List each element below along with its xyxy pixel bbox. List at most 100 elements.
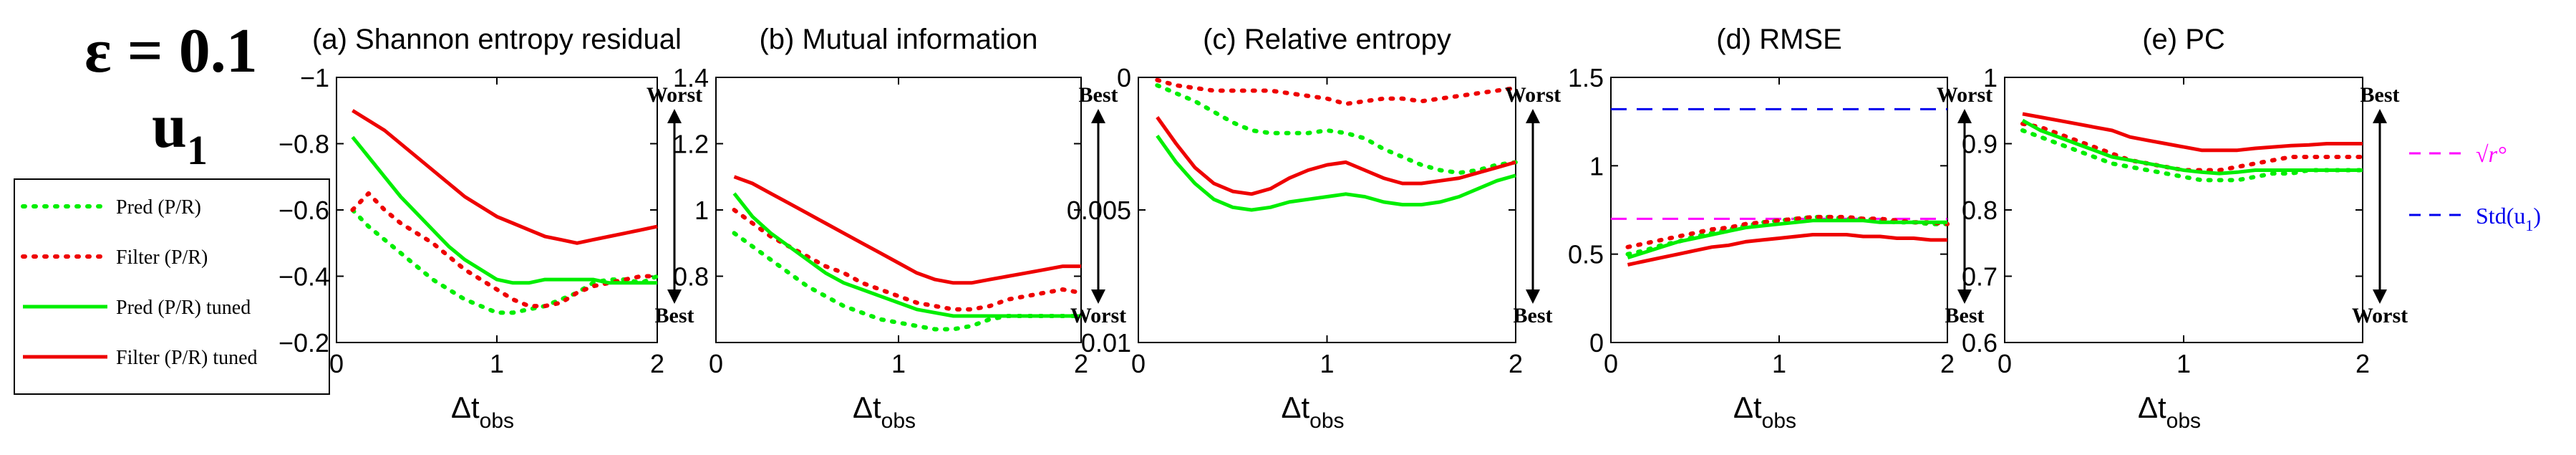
series-line-1 (2020, 121, 2365, 173)
axes-box (1610, 77, 1948, 343)
panel-3: (d) RMSE 0 1 2 0 0.5 1 1.5 Δtobs Worst Best (1568, 24, 1992, 433)
y-tick-label: 1.4 (673, 63, 709, 92)
x-axis-label: Δtobs (853, 391, 916, 433)
series-line-3 (352, 109, 658, 245)
y-tick-label: 1 (1589, 151, 1604, 181)
x-tick-label: 2 (1074, 349, 1088, 378)
x-axis-label-sub: obs (881, 409, 916, 433)
legend-label: Filter (P/R) tuned (116, 347, 258, 369)
series-line-1 (732, 208, 1083, 312)
panels: (a) Shannon entropy residual 0 1 2 −1 −0.8 −0.… (279, 24, 2408, 433)
x-axis-label: Δtobs (451, 391, 514, 433)
std-u1-sub: 1 (2525, 216, 2533, 234)
indicator-arrow-up-head (667, 109, 682, 123)
series-line-2 (732, 192, 1081, 318)
indicator-arrow-down-head (2373, 289, 2387, 304)
x-tick-label: 1 (891, 349, 906, 378)
y-tick-label: 0.9 (1962, 130, 1998, 159)
y-tick-label: 0.5 (1568, 240, 1604, 269)
series-line-0 (350, 208, 659, 315)
variable-label: u1 (152, 92, 208, 173)
x-tick-label: 2 (1509, 349, 1523, 378)
x-tick-label: 0 (1131, 349, 1146, 378)
indicator-arrow-up-head (2373, 109, 2387, 123)
indicator-bottom-label: Best (1514, 304, 1553, 327)
x-axis-label-sub: obs (480, 409, 514, 433)
series-line-2 (2021, 118, 2363, 176)
indicator-arrow-up-head (1091, 109, 1105, 123)
legend-entry-pred-tuned: Pred (P/R) tuned (23, 297, 251, 319)
series-line-1 (350, 191, 659, 309)
y-tick-label: −1 (300, 63, 329, 92)
indicator-bottom-label: Worst (1070, 304, 1126, 327)
indicator-top-label: Worst (1937, 83, 1992, 107)
x-axis-label: Δtobs (2138, 391, 2201, 433)
series-line-3 (1627, 233, 1947, 267)
indicator-top-label: Best (2360, 83, 2400, 107)
variable-letter: u (152, 92, 187, 161)
series-line-2 (1156, 134, 1516, 212)
epsilon-label: ε = 0.1 (84, 16, 258, 86)
sqrt-ro-label: √r° (2476, 141, 2507, 167)
x-tick-label: 2 (650, 349, 664, 378)
indicator-arrow-down-head (1957, 289, 1972, 304)
x-tick-label: 0 (1998, 349, 2012, 378)
y-tick-label: 0.7 (1962, 262, 1998, 292)
x-axis-label-main: Δt (2138, 391, 2166, 424)
panel-4: (e) PC 0 1 2 0.6 0.7 0.8 0.9 1 Δtobs Best Worst (1962, 24, 2408, 433)
y-tick-label: −0.2 (279, 328, 329, 358)
series-line-2 (1627, 219, 1947, 259)
x-tick-label: 0 (1604, 349, 1618, 378)
panel-title: (d) RMSE (1716, 24, 1842, 55)
y-tick-label: 0 (1589, 328, 1604, 358)
y-tick-label: 0.8 (673, 262, 709, 292)
x-axis-label-sub: obs (1762, 409, 1796, 433)
x-tick-label: 1 (1320, 349, 1334, 378)
panel-title: (e) PC (2142, 24, 2225, 55)
legend-label: Filter (P/R) (116, 246, 208, 269)
x-axis-label-sub: obs (1309, 409, 1344, 433)
indicator-bottom-label: Best (655, 304, 694, 327)
axes-box (1138, 77, 1516, 343)
x-tick-label: 0 (329, 349, 344, 378)
x-axis-label-main: Δt (451, 391, 480, 424)
y-tick-label: 0.8 (1962, 196, 1998, 225)
indicator-arrow-down-head (667, 289, 682, 304)
indicator-top-label: Best (1079, 83, 1118, 107)
indicator-arrow-up-head (1957, 109, 1972, 123)
axes-box (2004, 77, 2363, 343)
y-tick-label: 1.5 (1568, 63, 1604, 92)
series-line-1 (1155, 77, 1518, 106)
std-u1-label: Std(u1) (2476, 203, 2541, 234)
legend-entry-filter: Filter (P/R) (21, 246, 208, 269)
x-tick-label: 1 (1772, 349, 1786, 378)
x-axis-label: Δtobs (1281, 391, 1344, 433)
panel-2: (c) Relative entropy 0 1 2 0 0.005 0.01 Δtobs Wo… (1067, 24, 1561, 433)
y-tick-label: −0.6 (279, 196, 329, 225)
indicator-top-label: Worst (647, 83, 702, 107)
panel-title: (b) Mutual information (759, 24, 1037, 55)
indicator-arrow-down-head (1091, 289, 1105, 304)
std-u1-text: Std(u (2476, 203, 2525, 229)
x-tick-label: 1 (490, 349, 504, 378)
variable-subscript: 1 (187, 127, 208, 173)
x-tick-label: 2 (1940, 349, 1955, 378)
std-u1-close: ) (2533, 203, 2541, 229)
panel-title: (a) Shannon entropy residual (312, 24, 682, 55)
y-tick-label: 0.005 (1067, 196, 1131, 225)
legend-entry-filter-tuned: Filter (P/R) tuned (23, 347, 258, 369)
indicator-bottom-label: Best (1945, 304, 1985, 327)
x-axis-label: Δtobs (1733, 391, 1796, 433)
y-tick-label: −0.8 (279, 130, 329, 159)
legend: Pred (P/R) Filter (P/R) Pred (P/R) tuned… (14, 178, 330, 395)
x-tick-label: 0 (709, 349, 723, 378)
indicator-top-label: Worst (1505, 83, 1561, 107)
legend-label: Pred (P/R) tuned (116, 297, 251, 319)
y-tick-label: 0 (1117, 63, 1131, 92)
panel-title: (c) Relative entropy (1203, 24, 1451, 55)
series-line-2 (351, 135, 657, 285)
legend-label: Pred (P/R) (116, 196, 201, 219)
y-tick-label: 1.2 (673, 130, 709, 159)
x-axis-label-sub: obs (2166, 409, 2201, 433)
y-tick-label: 1 (694, 196, 709, 225)
